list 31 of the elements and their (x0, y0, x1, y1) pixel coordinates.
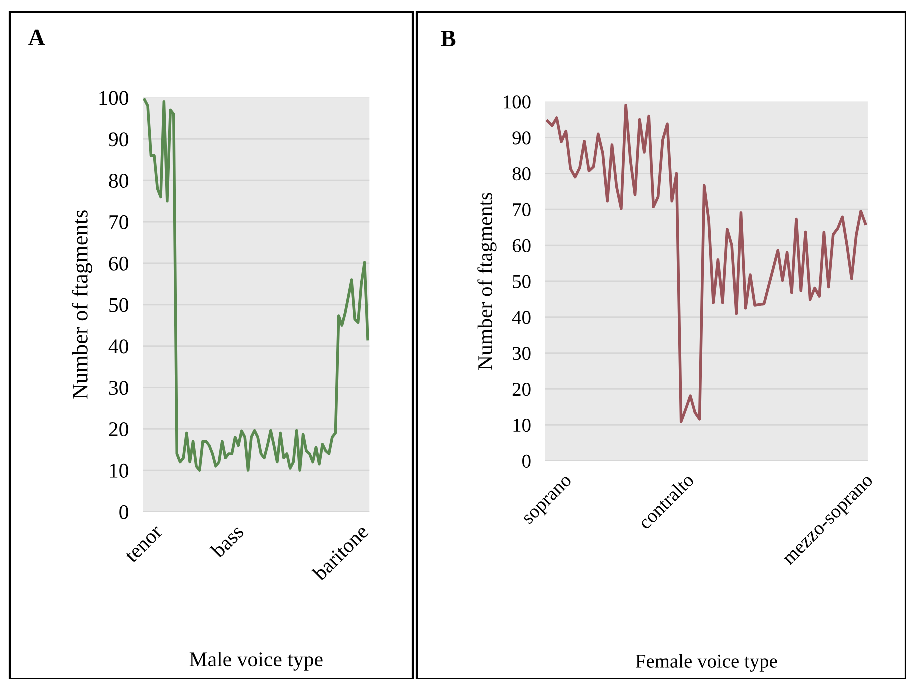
chart-title: B (440, 31, 456, 47)
y-tick-label: 50 (110, 298, 128, 312)
y-tick-label: 60 (109, 256, 128, 271)
y-tick-label: 20 (109, 422, 128, 437)
y-tick-label: 100 (504, 96, 531, 109)
y-tick-label: 50 (513, 275, 531, 288)
y-tick-label: 70 (110, 215, 128, 230)
y-axis-title: Number of ftagments (72, 210, 92, 400)
y-tick-label: 10 (514, 418, 531, 432)
y-tick-label: 10 (110, 464, 128, 478)
y-tick-label: 60 (512, 239, 531, 252)
y-tick-label: 90 (512, 132, 531, 145)
y-tick-label: 20 (512, 383, 531, 396)
chart-title: A (28, 30, 46, 46)
y-tick-label: 40 (512, 311, 531, 324)
line-series (143, 98, 370, 472)
y-tick-label: 100 (100, 91, 128, 106)
y-tick-label: 80 (512, 168, 531, 181)
y-tick-label: 0 (522, 454, 531, 468)
y-axis-title: Number of ftagments (478, 193, 497, 370)
x-tick-label: bass (210, 524, 245, 559)
y-tick-label: 90 (109, 132, 128, 147)
y-tick-label: 40 (108, 340, 128, 354)
line-series (546, 104, 868, 424)
y-tick-label: 80 (109, 174, 128, 188)
y-tick-label: 30 (513, 347, 531, 360)
y-tick-label: 0 (120, 505, 128, 520)
x-axis-title: Female voice type (636, 654, 778, 672)
y-tick-label: 30 (109, 381, 128, 396)
y-tick-label: 70 (513, 203, 531, 217)
x-axis-title: Male voice type (190, 652, 323, 671)
